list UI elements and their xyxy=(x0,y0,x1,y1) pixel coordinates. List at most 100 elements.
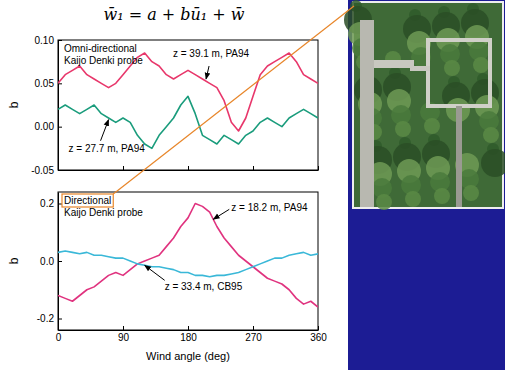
x-tick xyxy=(123,166,124,170)
x-tick-label: 180 xyxy=(180,332,197,343)
photo-foliage xyxy=(405,191,421,207)
note-line: Kaijo Denki probe xyxy=(64,207,143,218)
panel-note: DirectionalKaijo Denki probe xyxy=(62,194,143,218)
x-tick xyxy=(318,166,319,170)
x-tick: 360 xyxy=(310,326,327,343)
photo-boom xyxy=(374,60,414,68)
chart-root: w̄₁ = a + bū₁ + w̄-0.050.000.050.10bOmni… xyxy=(0,0,505,370)
x-tick-label: 90 xyxy=(118,332,130,343)
slide: w̄₁ = a + bū₁ + w̄-0.050.000.050.10bOmni… xyxy=(0,0,505,370)
x-tick-mark xyxy=(188,326,189,330)
x-tick: 270 xyxy=(245,326,262,343)
panel-note: Omni-directionalKaijo Denki probe xyxy=(64,43,143,66)
y-tick: 0.2 xyxy=(40,198,62,209)
note-line: Kaijo Denki probe xyxy=(64,55,143,66)
series-line xyxy=(58,204,318,308)
annotation-text: z = 33.4 m, CB95 xyxy=(165,281,243,292)
x-axis-line xyxy=(59,330,319,331)
panel: -0.2 0.0 0.2 0 90 180 270 360 b Wind angle (deg) D… xyxy=(7,192,327,362)
series-line xyxy=(58,96,318,148)
x-tick-mark xyxy=(58,326,59,330)
x-axis: 0 90 180 270 360 xyxy=(56,326,328,343)
photo-foliage xyxy=(473,57,489,73)
x-tick: 0 xyxy=(56,326,62,343)
plot-area xyxy=(58,53,318,148)
x-tick-mark xyxy=(253,326,254,330)
x-tick xyxy=(188,166,189,170)
y-tick: 0.05 xyxy=(35,78,62,89)
y-tick-mark xyxy=(58,319,62,320)
annotation-text: z = 18.2 m, PA94 xyxy=(231,202,308,213)
photo-foliage xyxy=(424,118,440,134)
y-axis-title: b xyxy=(7,257,21,264)
y-tick-label: 0.2 xyxy=(40,198,54,209)
x-tick xyxy=(58,166,59,170)
annotation-arrow xyxy=(101,120,109,141)
note-line: Omni-directional xyxy=(64,43,137,54)
plot-frame xyxy=(58,40,318,170)
photo-mast xyxy=(360,20,374,207)
photo-canvas xyxy=(354,3,502,207)
x-tick-mark xyxy=(188,166,189,170)
x-tick-label: 360 xyxy=(310,332,327,343)
y-axis: -0.2 0.0 0.2 xyxy=(37,193,62,331)
photo-probe-frame xyxy=(428,40,490,106)
annotation-arrow xyxy=(145,265,165,280)
x-tick-label: 270 xyxy=(245,332,262,343)
y-tick-label: 0.0 xyxy=(40,256,54,267)
plot-area xyxy=(58,204,318,308)
x-axis-title: Wind angle (deg) xyxy=(146,350,230,362)
y-axis: -0.05 0.00 0.05 0.10 xyxy=(31,35,62,176)
photo-foliage xyxy=(483,127,499,143)
x-tick-mark xyxy=(123,166,124,170)
photo-foliage xyxy=(481,149,505,177)
photo-foliage xyxy=(444,60,460,76)
x-axis xyxy=(59,166,319,171)
x-tick: 180 xyxy=(180,326,197,343)
series-line xyxy=(58,251,318,277)
photo-foliage xyxy=(434,188,450,204)
y-axis-title: b xyxy=(7,101,21,108)
annotation-arrow xyxy=(213,209,229,219)
y-tick-mark xyxy=(58,261,62,262)
photo-pole xyxy=(456,106,462,207)
y-tick: 0.0 xyxy=(40,256,62,267)
note-highlight xyxy=(62,194,113,207)
annotation-arrow xyxy=(206,66,209,79)
x-tick-mark xyxy=(253,166,254,170)
photo-arm xyxy=(410,66,430,71)
chart-panel-background xyxy=(0,0,348,370)
photo-foliage xyxy=(395,121,411,137)
y-tick: 0.10 xyxy=(35,35,62,46)
annotation-text: z = 27.7 m, PA94 xyxy=(69,143,146,154)
y-tick: -0.05 xyxy=(31,165,62,176)
x-tick: 90 xyxy=(118,326,130,343)
y-tick-label: 0.00 xyxy=(35,121,55,132)
photo-foliage xyxy=(376,194,392,210)
y-tick-label: 0.05 xyxy=(35,78,55,89)
annotation-text: z = 39.1 m, PA94 xyxy=(173,48,250,59)
y-axis-line xyxy=(58,41,59,171)
background xyxy=(0,0,505,370)
x-tick-mark xyxy=(318,326,319,330)
x-tick-mark xyxy=(58,166,59,170)
title: w̄₁ = a + bū₁ + w̄ xyxy=(103,5,244,24)
x-tick-label: 0 xyxy=(56,332,62,343)
y-tick-label: -0.05 xyxy=(31,165,54,176)
photo-border xyxy=(352,1,504,209)
y-tick-label: 0.10 xyxy=(35,35,55,46)
panel: -0.05 0.00 0.05 0.10 b Omni-directionalKaijo … xyxy=(7,35,319,176)
note-line: Directional xyxy=(64,195,111,206)
y-tick-label: -0.2 xyxy=(37,313,55,324)
y-tick-mark xyxy=(58,127,62,128)
x-tick-mark xyxy=(318,166,319,170)
plot-frame xyxy=(58,192,318,330)
y-tick-mark xyxy=(58,40,62,41)
x-axis-line xyxy=(59,170,319,171)
x-tick-mark xyxy=(123,326,124,330)
x-tick xyxy=(253,166,254,170)
photo-foliage xyxy=(463,185,479,201)
photo xyxy=(344,0,505,210)
photo-connector xyxy=(113,6,354,194)
y-tick: 0.00 xyxy=(35,121,62,132)
